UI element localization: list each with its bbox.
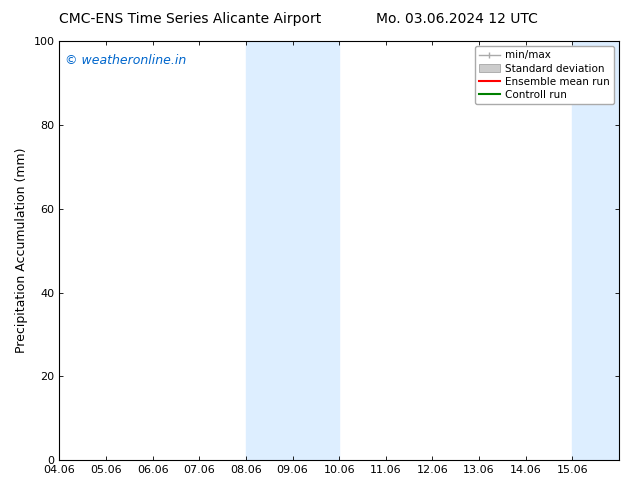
Y-axis label: Precipitation Accumulation (mm): Precipitation Accumulation (mm): [15, 148, 28, 353]
Legend: min/max, Standard deviation, Ensemble mean run, Controll run: min/max, Standard deviation, Ensemble me…: [475, 46, 614, 104]
Text: CMC-ENS Time Series Alicante Airport: CMC-ENS Time Series Alicante Airport: [59, 12, 321, 26]
Bar: [246, 41, 339, 460]
Text: © weatheronline.in: © weatheronline.in: [65, 53, 186, 67]
Bar: [573, 41, 619, 460]
Text: Mo. 03.06.2024 12 UTC: Mo. 03.06.2024 12 UTC: [375, 12, 538, 26]
